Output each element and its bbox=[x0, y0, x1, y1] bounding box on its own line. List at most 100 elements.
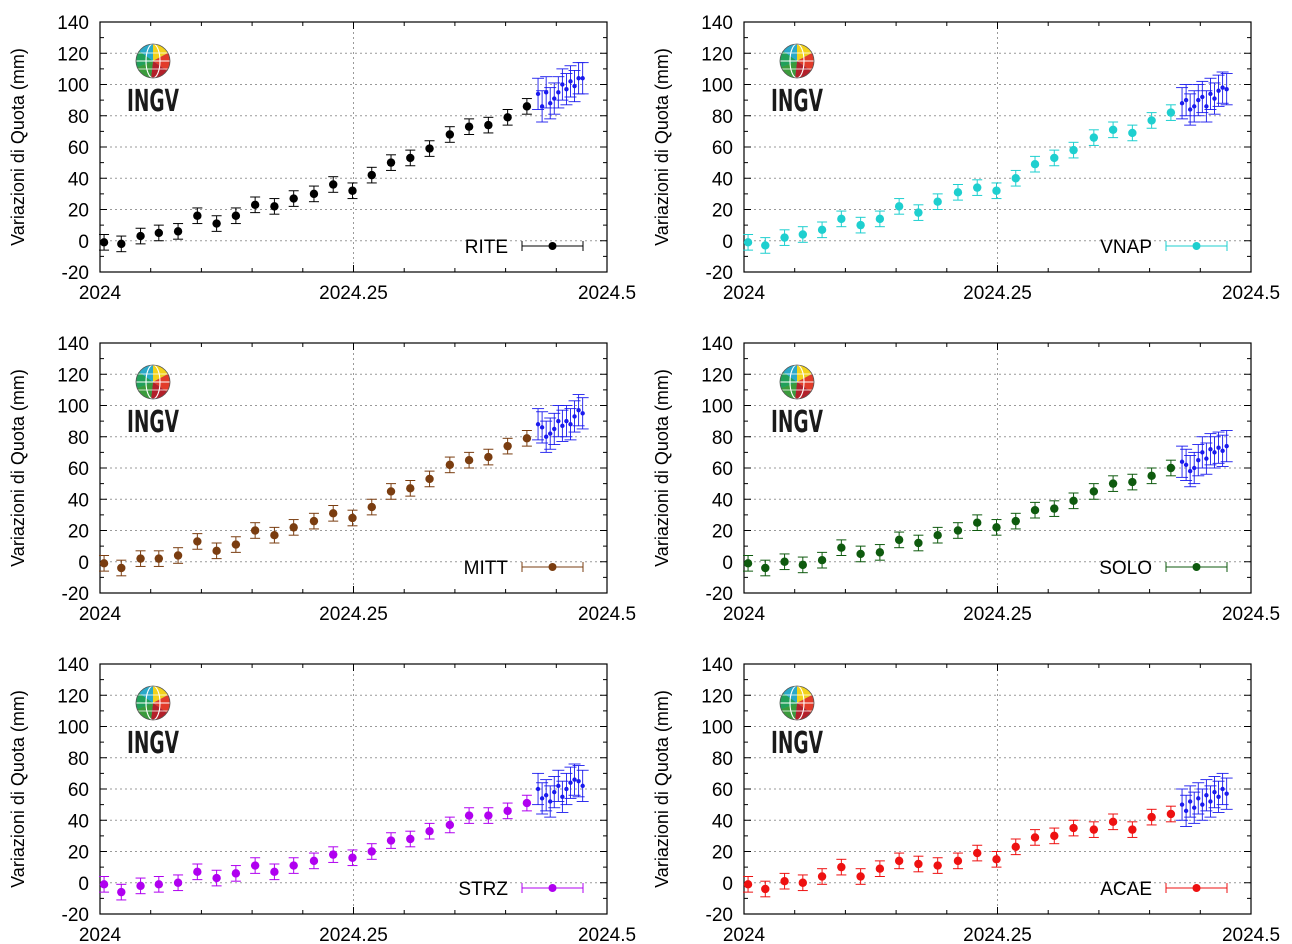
data-point-weekly bbox=[230, 207, 241, 225]
data-point-weekly bbox=[952, 852, 963, 870]
data-marker bbox=[1187, 799, 1193, 804]
x-tick-label: 2024.5 bbox=[578, 925, 636, 944]
data-marker bbox=[580, 783, 585, 789]
data-marker bbox=[1147, 812, 1156, 822]
data-point-weekly bbox=[894, 852, 905, 870]
data-marker bbox=[761, 563, 770, 573]
data-point-weekly bbox=[230, 865, 241, 882]
data-point-weekly bbox=[211, 542, 222, 560]
data-point-weekly bbox=[116, 883, 127, 901]
data-marker bbox=[1216, 794, 1221, 800]
data-marker bbox=[798, 230, 808, 239]
data-marker bbox=[1069, 145, 1078, 155]
data-marker bbox=[329, 850, 338, 859]
data-point-daily bbox=[1180, 84, 1193, 117]
data-point-weekly bbox=[797, 226, 808, 243]
x-tick-label: 2024.5 bbox=[578, 283, 636, 304]
logo-segment bbox=[797, 374, 815, 392]
ingv-logo bbox=[779, 364, 815, 400]
data-point-weekly bbox=[797, 556, 808, 574]
data-marker bbox=[503, 113, 512, 122]
data-point-weekly bbox=[1127, 821, 1138, 838]
data-point-weekly bbox=[743, 234, 754, 251]
logo-segment bbox=[781, 382, 797, 399]
data-point-daily bbox=[1184, 455, 1197, 488]
data-marker bbox=[572, 83, 577, 89]
data-point-weekly bbox=[1068, 141, 1079, 159]
data-point-weekly bbox=[211, 869, 222, 887]
data-point-daily bbox=[548, 82, 561, 115]
data-point-daily bbox=[1196, 788, 1209, 821]
data-point-weekly bbox=[347, 849, 358, 867]
data-point-weekly bbox=[269, 198, 280, 215]
data-marker bbox=[464, 122, 474, 131]
data-point-weekly bbox=[521, 98, 532, 115]
data-point-weekly bbox=[932, 857, 943, 874]
y-tick-label: 40 bbox=[712, 169, 733, 190]
data-marker bbox=[1192, 805, 1197, 810]
data-point-daily bbox=[536, 411, 549, 444]
ingv-logo bbox=[135, 43, 171, 79]
y-tick-label: 80 bbox=[68, 749, 89, 770]
data-marker bbox=[522, 102, 532, 111]
data-marker bbox=[1069, 823, 1078, 833]
data-marker bbox=[464, 811, 474, 820]
data-marker bbox=[173, 227, 183, 236]
y-tick-label: 40 bbox=[68, 811, 89, 832]
data-marker bbox=[560, 794, 565, 800]
x-tick-label: 2024.5 bbox=[578, 604, 636, 625]
data-point-daily bbox=[568, 69, 581, 103]
data-marker bbox=[535, 422, 541, 427]
data-point-weekly bbox=[116, 235, 127, 253]
data-marker bbox=[445, 130, 455, 139]
data-marker bbox=[1216, 88, 1221, 93]
data-marker bbox=[212, 873, 221, 883]
data-marker bbox=[1011, 174, 1020, 183]
data-marker bbox=[136, 554, 145, 563]
data-point-weekly bbox=[855, 216, 866, 234]
logo-segment bbox=[781, 703, 797, 720]
data-marker bbox=[1196, 457, 1201, 463]
data-marker bbox=[1108, 817, 1118, 827]
legend-marker bbox=[1192, 242, 1201, 250]
y-tick-label: 0 bbox=[78, 232, 89, 253]
data-marker bbox=[464, 455, 474, 465]
y-tick-label: 20 bbox=[712, 201, 733, 222]
data-marker bbox=[250, 200, 260, 210]
y-tick-label: 140 bbox=[701, 334, 733, 355]
data-point-daily bbox=[1220, 430, 1233, 463]
y-tick-label: 20 bbox=[68, 843, 89, 864]
data-marker bbox=[1166, 809, 1176, 819]
data-marker bbox=[1200, 802, 1205, 807]
data-marker bbox=[1069, 496, 1078, 506]
y-tick-label: 140 bbox=[701, 655, 733, 676]
data-marker bbox=[1128, 128, 1137, 138]
y-tick-label: 80 bbox=[712, 749, 733, 770]
data-marker bbox=[1030, 159, 1040, 169]
data-point-weekly bbox=[913, 534, 924, 552]
y-tick-label: 120 bbox=[701, 44, 733, 65]
data-point-weekly bbox=[1030, 155, 1041, 173]
data-marker bbox=[1187, 468, 1193, 474]
data-marker bbox=[568, 780, 573, 785]
data-point-daily bbox=[556, 409, 569, 442]
data-point-weekly bbox=[913, 204, 924, 221]
x-tick-label: 2024 bbox=[79, 283, 122, 304]
logo-text: INGV bbox=[771, 84, 823, 119]
legend-marker bbox=[1192, 563, 1201, 571]
data-point-weekly bbox=[502, 802, 513, 820]
y-tick-label: 40 bbox=[712, 490, 733, 511]
data-marker bbox=[348, 186, 357, 195]
data-marker bbox=[572, 414, 577, 419]
ingv-logo bbox=[779, 685, 815, 721]
data-marker bbox=[212, 219, 221, 228]
data-marker bbox=[484, 120, 493, 130]
data-marker bbox=[445, 820, 455, 830]
x-tick-label: 2024.25 bbox=[319, 604, 388, 625]
x-tick-label: 2024 bbox=[723, 283, 766, 304]
data-point-weekly bbox=[855, 868, 866, 885]
data-point-weekly bbox=[99, 555, 110, 572]
logo-outline bbox=[135, 43, 171, 79]
data-point-weekly bbox=[308, 852, 319, 870]
